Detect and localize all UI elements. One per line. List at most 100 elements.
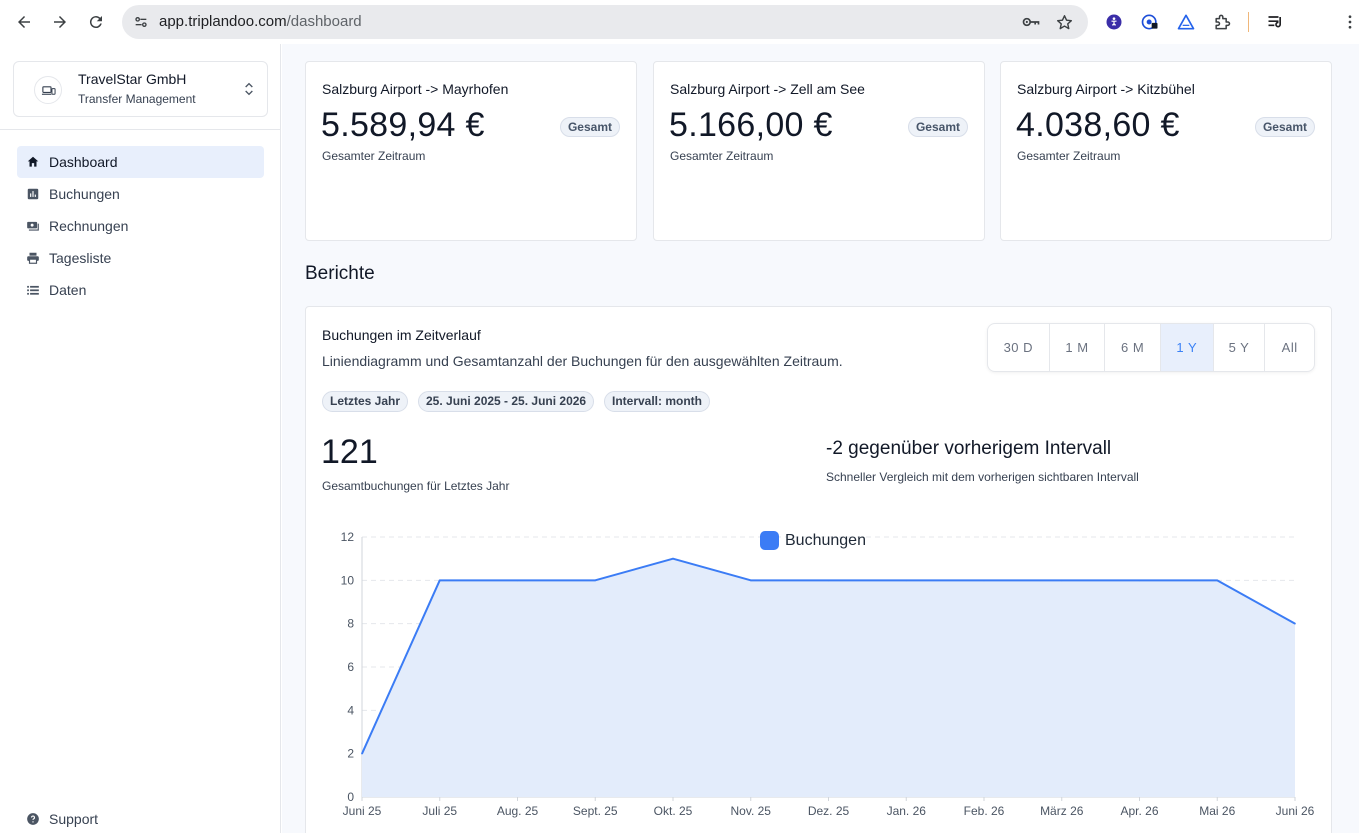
stat-amount: 5.166,00 € (669, 106, 833, 144)
chart-legend[interactable]: Buchungen (760, 531, 866, 550)
devices-icon (34, 76, 62, 104)
stat-badge: Gesamt (907, 117, 968, 137)
stat-caption: Gesamter Zeitraum (670, 149, 774, 163)
sidebar-item-dashboard[interactable]: Dashboard (17, 146, 264, 178)
data-point (749, 579, 752, 582)
data-point (594, 579, 597, 582)
sidebar-item-label: Dashboard (49, 154, 118, 170)
home-icon (26, 155, 40, 169)
arrow-left-icon (18, 16, 30, 28)
extension-password-manager-icon[interactable] (1138, 10, 1162, 34)
section-title: Berichte (305, 263, 375, 284)
reload-button[interactable] (83, 9, 109, 35)
help-circle-icon (26, 812, 40, 826)
x-tick-label: Aug. 25 (497, 804, 539, 818)
data-point (438, 579, 441, 582)
support-label: Support (49, 811, 99, 827)
extensions-puzzle-icon[interactable] (1210, 10, 1234, 34)
media-queue-icon[interactable] (1264, 10, 1288, 34)
x-tick-label: Jan. 26 (887, 804, 927, 818)
x-tick-label: Juli 25 (422, 804, 457, 818)
sidebar-item-rechnungen[interactable]: Rechnungen (17, 210, 264, 242)
x-tick-label: Juni 25 (343, 804, 382, 818)
date-range-chip: 25. Juni 2025 - 25. Juni 2026 (418, 391, 595, 412)
y-tick-label: 10 (341, 573, 355, 587)
period-chip: Letztes Jahr (322, 391, 409, 412)
stat-amount: 5.589,94 € (321, 106, 485, 144)
x-tick-label: Nov. 25 (731, 804, 772, 818)
address-bar[interactable]: app.triplandoo.com/dashboard (122, 5, 1088, 39)
bookings-report-card: Buchungen im Zeitverlauf Liniendiagramm … (305, 306, 1332, 833)
extension-accessibility-icon[interactable] (1102, 10, 1126, 34)
sidebar-item-buchungen[interactable]: Buchungen (17, 178, 264, 210)
forward-button[interactable] (47, 9, 73, 35)
x-tick-label: Dez. 25 (808, 804, 850, 818)
organization-name: TravelStar GmbH (78, 71, 187, 87)
toolbar-divider (1248, 12, 1249, 32)
url-text: app.triplandoo.com/dashboard (159, 13, 362, 30)
report-title: Buchungen im Zeitverlauf (322, 327, 481, 343)
interval-chip: Intervall: month (604, 391, 711, 412)
total-bookings: 121 (321, 433, 378, 471)
y-tick-label: 0 (347, 790, 354, 804)
y-tick-label: 8 (347, 617, 354, 631)
site-settings-icon[interactable] (130, 11, 152, 33)
stat-badge: Gesamt (1254, 117, 1315, 137)
list-icon (26, 283, 40, 297)
data-point (672, 557, 674, 560)
x-tick-label: Mai 26 (1199, 804, 1235, 818)
x-tick-label: Apr. 26 (1120, 804, 1158, 818)
chevron-up-down-icon (241, 79, 257, 104)
bookmark-star-icon[interactable] (1053, 11, 1075, 33)
legend-label: Buchungen (785, 531, 866, 549)
range-button-5y[interactable]: 5 Y (1214, 324, 1266, 371)
data-point (1294, 622, 1296, 625)
password-key-icon[interactable] (1020, 11, 1042, 33)
data-point (905, 579, 908, 582)
sidebar-nav: Dashboard Buchungen Rechnungen Tageslist… (17, 146, 264, 306)
data-point (1060, 579, 1063, 582)
delta-caption: Schneller Vergleich mit dem vorherigen s… (826, 470, 1139, 484)
range-button-all[interactable]: All (1281, 340, 1298, 355)
x-tick-label: Juni 26 (1276, 804, 1315, 818)
browser-menu-icon[interactable] (1338, 10, 1359, 34)
data-point (1216, 579, 1219, 582)
y-tick-label: 2 (347, 747, 354, 761)
x-tick-label: Okt. 25 (654, 804, 693, 818)
range-button-1m[interactable]: 1 M (1050, 324, 1106, 371)
data-point (827, 579, 830, 582)
sidebar-item-label: Buchungen (49, 186, 120, 202)
sidebar-item-daten[interactable]: Daten (17, 274, 264, 306)
sidebar-item-tagesliste[interactable]: Tagesliste (17, 242, 264, 274)
sidebar-item-label: Daten (49, 282, 87, 298)
y-tick-label: 12 (341, 530, 355, 544)
back-button[interactable] (11, 9, 37, 35)
range-selector: 30 D 1 M 6 M 1 Y 5 Y All (987, 323, 1315, 372)
data-point (1138, 579, 1141, 582)
y-tick-label: 4 (347, 703, 354, 717)
url-path: /dashboard (286, 13, 362, 30)
organization-subtitle: Transfer Management (78, 92, 196, 106)
bookings-area-chart: 0 2 4 6 8 10 12 Juni 25 Juli 25 Aug. 25 Sept. 25 Ok… (341, 530, 1315, 818)
url-host: app.triplandoo.com (159, 13, 287, 30)
stat-card: Salzburg Airport -> Kitzbühel 4.038,60 €… (1000, 61, 1332, 241)
data-point (516, 579, 519, 582)
range-button-30d[interactable]: 30 D (988, 324, 1050, 371)
range-button-6m[interactable]: 6 M (1105, 324, 1161, 371)
x-tick-label: Sept. 25 (573, 804, 618, 818)
stat-card: Salzburg Airport -> Mayrhofen 5.589,94 €… (305, 61, 637, 241)
series-area (362, 558, 1295, 797)
y-tick-label: 6 (347, 660, 354, 674)
organization-switcher[interactable]: TravelStar GmbH Transfer Management (13, 61, 268, 117)
main-content: Salzburg Airport -> Mayrhofen 5.589,94 €… (282, 44, 1359, 833)
sidebar-divider (0, 129, 280, 130)
stat-route: Salzburg Airport -> Mayrhofen (322, 81, 509, 97)
extension-triangle-icon[interactable] (1174, 10, 1198, 34)
total-bookings-caption: Gesamtbuchungen für Letztes Jahr (322, 479, 510, 493)
bar-chart-icon (26, 187, 40, 201)
reload-icon (89, 16, 102, 29)
sidebar: TravelStar GmbH Transfer Management Dash… (0, 44, 281, 833)
range-button-1y[interactable]: 1 Y (1160, 324, 1214, 371)
support-link[interactable]: Support (26, 811, 98, 827)
arrow-right-icon (54, 16, 66, 28)
